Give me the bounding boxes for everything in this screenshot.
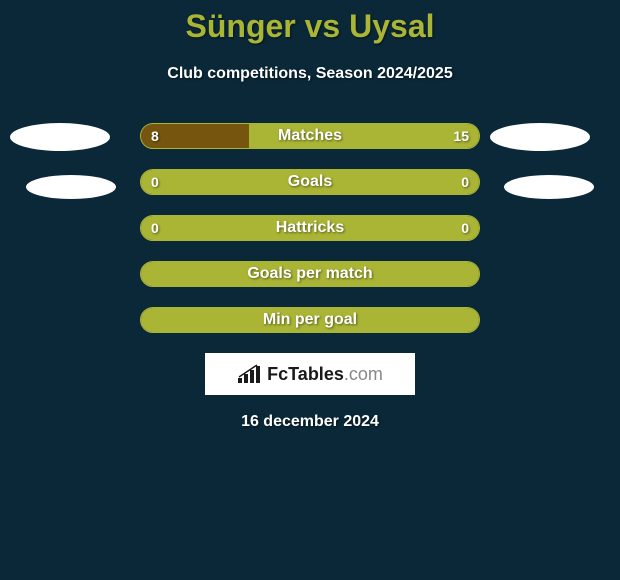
stat-label: Min per goal <box>141 308 479 332</box>
stat-bar: Goals per match <box>140 261 480 287</box>
stat-bar: 815Matches <box>140 123 480 149</box>
date-label: 16 december 2024 <box>0 413 620 431</box>
page-title: Sünger vs Uysal <box>0 0 620 45</box>
logo-text: FcTables.com <box>267 364 383 385</box>
stat-bar: Min per goal <box>140 307 480 333</box>
stat-label: Goals per match <box>141 262 479 286</box>
player-avatar-placeholder <box>10 123 110 151</box>
stat-bar: 00Goals <box>140 169 480 195</box>
chart-area: 815Matches 00Goals 00Hattricks Goals per ma… <box>0 123 620 431</box>
player-avatar-placeholder <box>26 175 116 199</box>
stat-label: Hattricks <box>141 216 479 240</box>
stat-label: Goals <box>141 170 479 194</box>
comparison-bars: 815Matches 00Goals 00Hattricks Goals per ma… <box>140 123 480 333</box>
player-avatar-placeholder <box>490 123 590 151</box>
subtitle: Club competitions, Season 2024/2025 <box>0 65 620 83</box>
stat-label: Matches <box>141 124 479 148</box>
player-avatar-placeholder <box>504 175 594 199</box>
stat-bar: 00Hattricks <box>140 215 480 241</box>
site-logo[interactable]: FcTables.com <box>205 353 415 395</box>
logo-icon <box>237 364 263 384</box>
